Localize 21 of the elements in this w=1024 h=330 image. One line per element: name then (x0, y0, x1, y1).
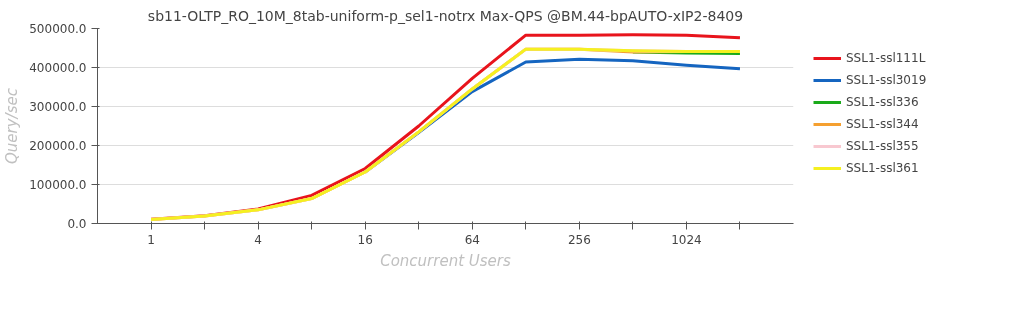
x-axis-title: Concurrent Users (380, 251, 511, 270)
x-tick-label: 16 (357, 232, 373, 247)
legend-label: SSL1-ssl111L (846, 50, 926, 66)
x-tick-label: 256 (567, 232, 591, 247)
legend-label: SSL1-ssl361 (846, 160, 919, 176)
x-tick-label: 1 (147, 232, 155, 247)
y-tick-label: 0.0 (67, 217, 87, 231)
legend-label: SSL1-ssl355 (846, 138, 919, 154)
legend-label: SSL1-ssl344 (846, 116, 919, 132)
y-tick-label: 300000.0 (29, 100, 87, 114)
chart-title: sb11-OLTP_RO_10M_8tab-uniform-p_sel1-notrx Max-QPS @BM.44-bpAUTO-xIP2-8409 (147, 7, 744, 24)
x-tick-label: 1024 (671, 232, 702, 247)
y-tick-label: 200000.0 (29, 139, 87, 153)
x-tick-label: 64 (464, 232, 480, 247)
x-tick-label: 4 (254, 232, 262, 247)
y-tick-label: 100000.0 (29, 178, 87, 192)
legend-label: SSL1-ssl336 (846, 94, 919, 110)
legend-label: SSL1-ssl3019 (846, 72, 927, 88)
y-tick-label: 500000.0 (29, 22, 87, 36)
y-tick-label: 400000.0 (29, 61, 87, 75)
y-axis-title: Query/sec (3, 87, 22, 164)
